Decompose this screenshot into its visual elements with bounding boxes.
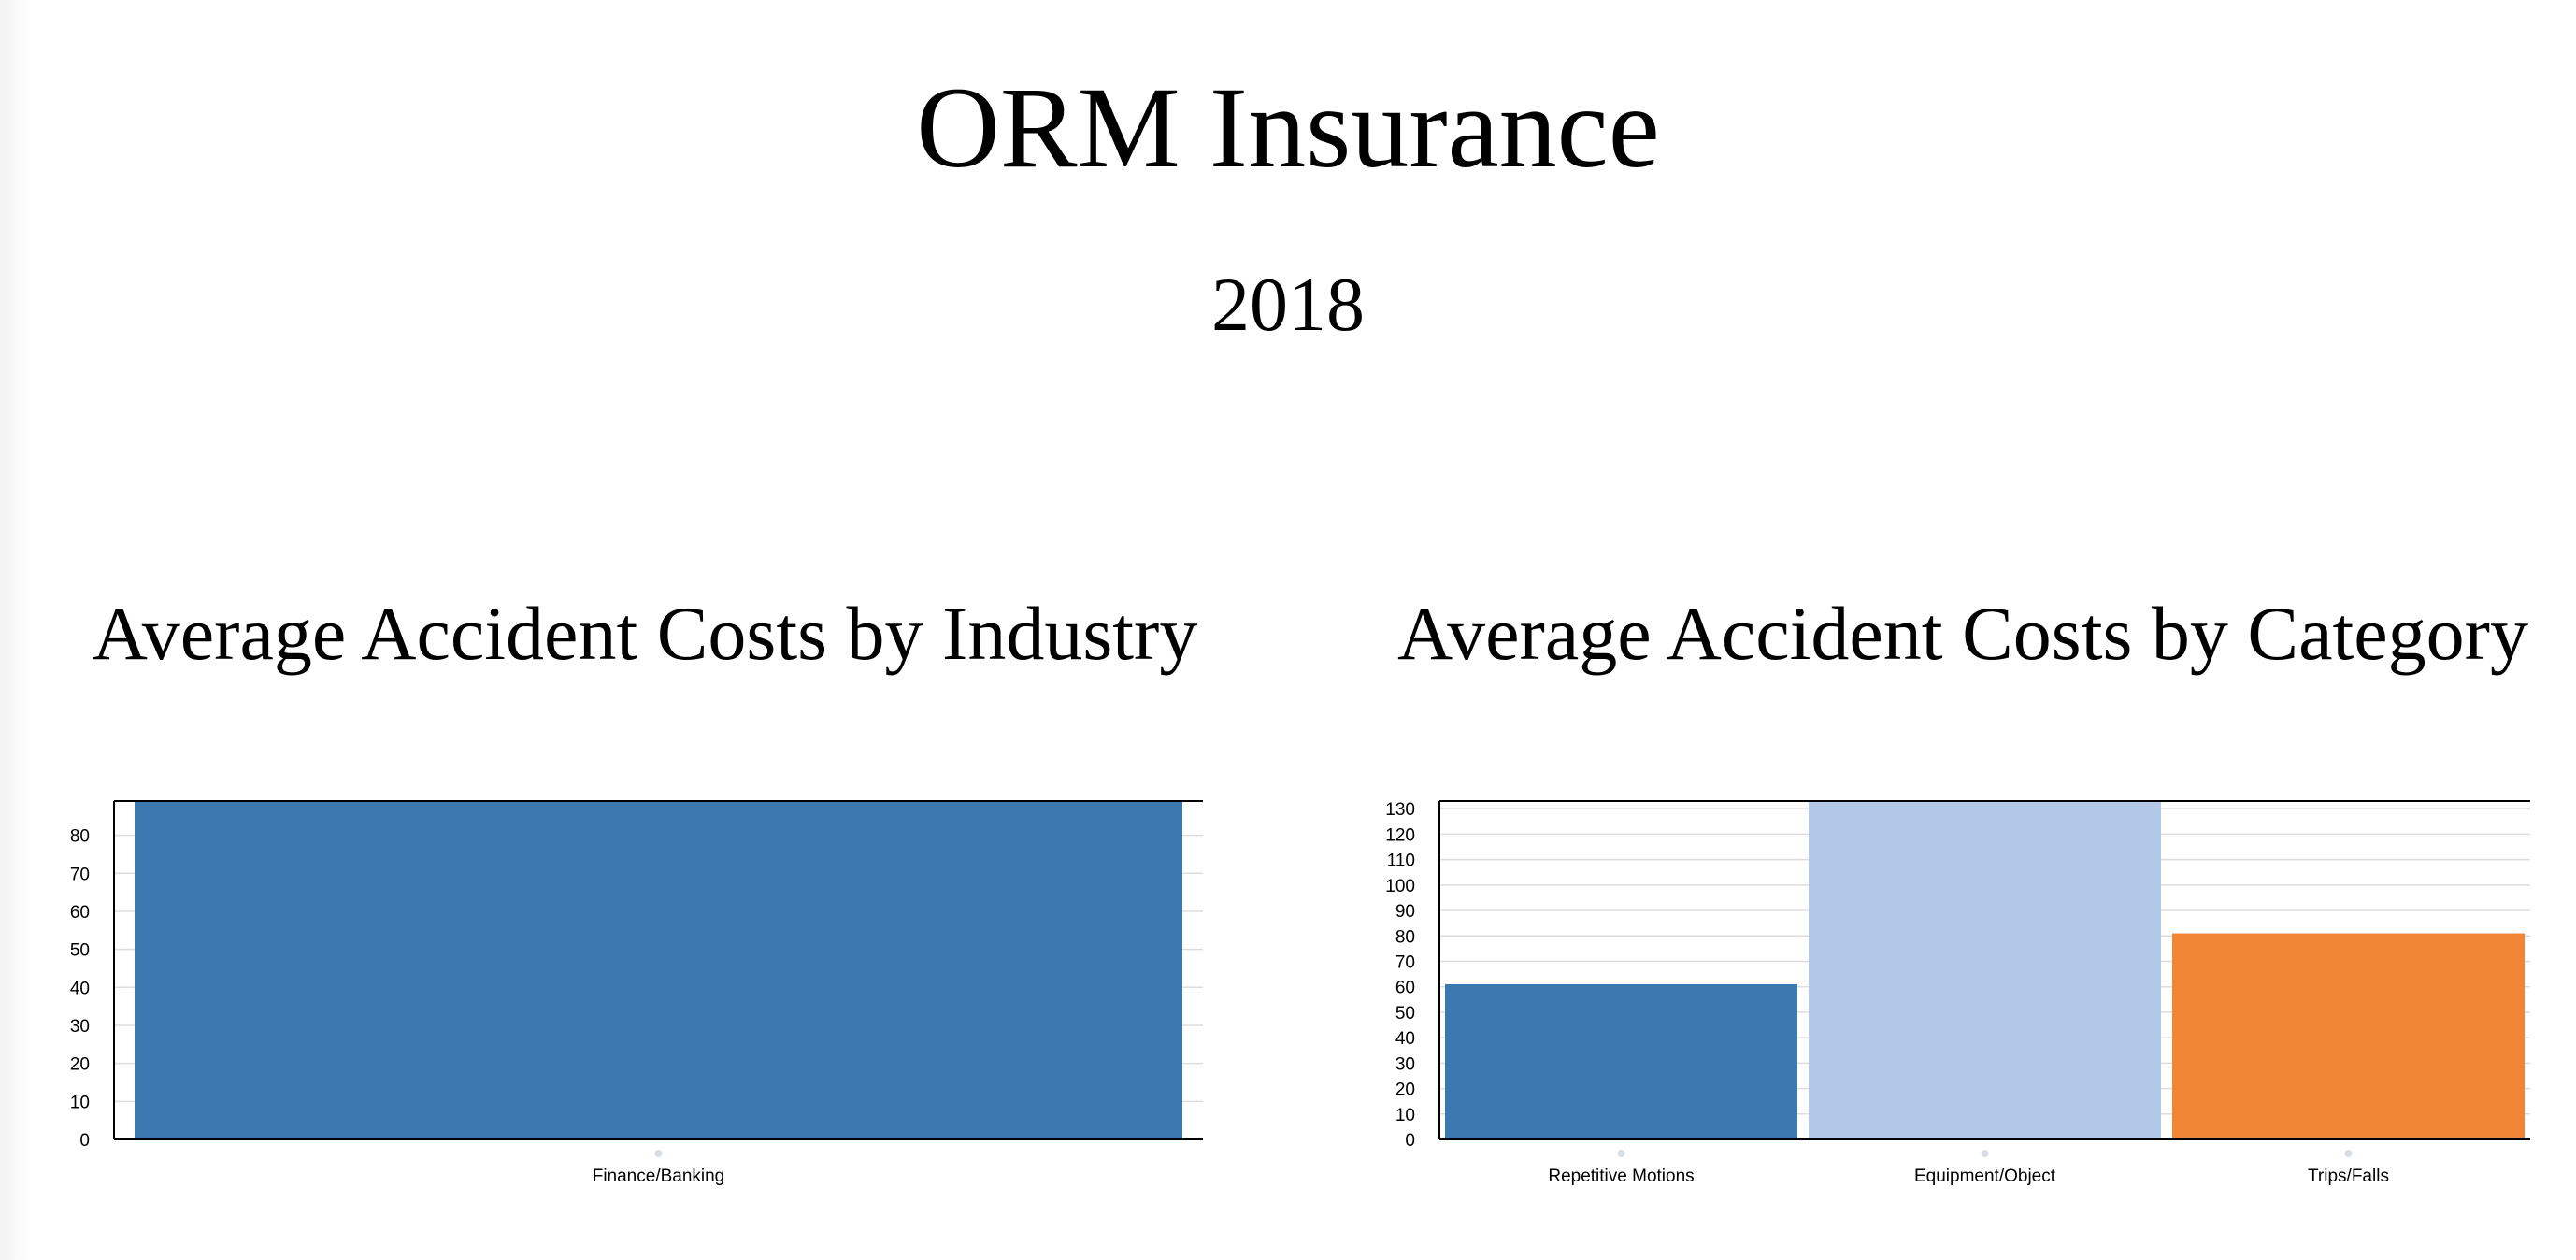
y-tick-label: 50 xyxy=(70,941,90,961)
x-tick-label: Finance/Banking xyxy=(593,1167,725,1186)
y-tick-label: 30 xyxy=(1395,1054,1415,1074)
y-tick-label: 10 xyxy=(70,1093,90,1112)
x-tick-dot xyxy=(1617,1150,1625,1157)
y-tick-label: 70 xyxy=(1395,952,1415,972)
y-tick-label: 50 xyxy=(1395,1004,1415,1024)
y-tick-label: 0 xyxy=(79,1131,90,1151)
industry-chart-title: Average Accident Costs by Industry xyxy=(92,591,1198,676)
y-tick-label: 30 xyxy=(70,1017,90,1037)
page-title: ORM Insurance xyxy=(916,64,1660,192)
page-subtitle: 2018 xyxy=(1211,262,1365,347)
y-tick-label: 20 xyxy=(70,1055,90,1075)
y-tick-label: 60 xyxy=(70,903,90,923)
bar-finance-banking xyxy=(135,801,1182,1139)
y-tick-label: 40 xyxy=(70,979,90,998)
y-tick-label: 80 xyxy=(1395,927,1415,947)
y-tick-label: 60 xyxy=(1395,979,1415,998)
x-tick-dot xyxy=(654,1150,663,1157)
left-edge-shade xyxy=(0,0,30,1260)
bar-equipment-object xyxy=(1809,801,2161,1139)
y-tick-label: 40 xyxy=(1395,1029,1415,1049)
x-tick-dot xyxy=(2344,1150,2353,1157)
bar-repetitive-motions xyxy=(1445,983,1797,1139)
y-tick-label: 80 xyxy=(70,827,90,847)
y-tick-label: 70 xyxy=(70,865,90,884)
y-tick-label: 130 xyxy=(1385,800,1415,820)
y-tick-label: 120 xyxy=(1385,825,1415,845)
y-tick-label: 20 xyxy=(1395,1081,1415,1100)
y-tick-label: 110 xyxy=(1387,852,1415,871)
x-tick-label: Trips/Falls xyxy=(2308,1167,2389,1186)
bar-trips-falls xyxy=(2172,933,2525,1139)
y-tick-label: 90 xyxy=(1395,902,1415,922)
category-chart-title: Average Accident Costs by Category xyxy=(1397,591,2528,676)
x-tick-label: Equipment/Object xyxy=(1914,1167,2056,1186)
industry-bar-chart: Finance/Banking 0 10 20 30 40 50 60 70 80 xyxy=(70,800,1203,1186)
y-tick-label: 10 xyxy=(1395,1106,1415,1125)
x-tick-dot xyxy=(1981,1150,1989,1157)
y-tick-label: 100 xyxy=(1385,877,1415,896)
x-tick-label: Repetitive Motions xyxy=(1548,1167,1694,1186)
y-tick-label: 0 xyxy=(1405,1131,1415,1151)
